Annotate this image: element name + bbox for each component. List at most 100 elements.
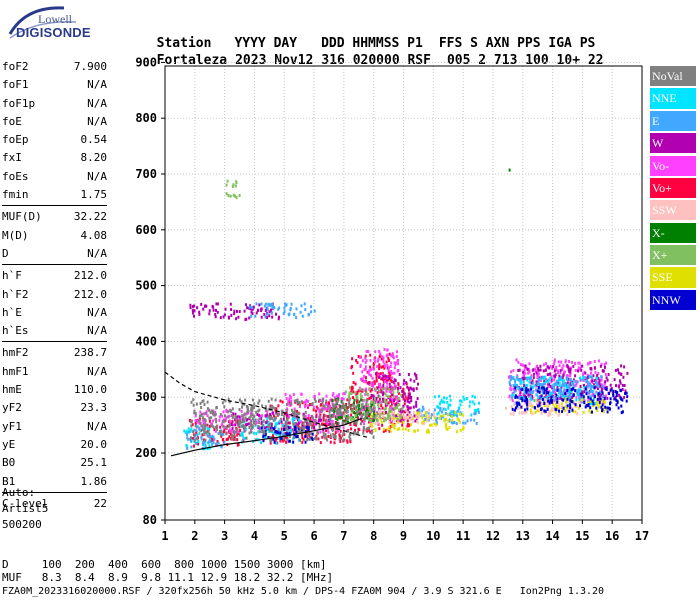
data-point [386,348,389,352]
data-point [241,405,244,409]
data-point [525,396,528,399]
data-point [327,434,330,438]
data-point [407,429,410,432]
data-point [307,405,309,409]
data-point [293,312,296,316]
data-point [279,439,282,443]
data-point [585,389,588,393]
data-point [361,388,364,392]
data-point [599,382,602,386]
data-point [383,363,386,367]
y-tick-label: 700 [135,167,157,181]
data-point [534,367,537,371]
data-point [518,396,521,400]
data-point [287,426,290,429]
data-point [302,437,305,441]
data-point [617,368,619,372]
data-point [418,414,420,418]
data-point [272,434,274,438]
data-point [591,381,594,385]
data-point [429,416,432,420]
auto-version: 500200 [2,518,42,531]
data-point [526,398,528,402]
x-tick-label: 9 [400,529,407,543]
data-point [348,435,351,439]
data-point [236,415,239,419]
data-point [401,389,404,393]
data-point [522,377,525,381]
data-point [582,410,585,414]
data-point [566,389,569,392]
data-point [511,396,513,400]
data-point [519,391,522,395]
data-point [248,305,251,309]
data-point [521,363,524,367]
data-point [600,378,603,382]
data-point [250,426,253,430]
data-point [219,425,222,429]
data-point [414,419,417,423]
data-point [617,384,620,388]
data-point [438,394,440,398]
data-point [402,404,405,408]
data-point [604,387,607,391]
data-point [341,406,344,410]
data-point [595,385,598,389]
data-point [390,390,393,394]
data-point [277,431,280,435]
data-point [270,308,272,312]
data-point [542,376,545,380]
param-name: h`Es [2,324,29,338]
data-point [340,411,342,415]
data-point [388,382,391,386]
data-point [555,393,558,397]
data-point [300,426,303,430]
data-point [519,380,522,384]
data-point [360,414,363,417]
data-point [243,402,246,406]
data-point [524,386,527,390]
data-point [378,389,381,393]
data-point [183,429,186,433]
data-point [328,410,331,414]
data-point [221,414,224,418]
param-value: 110.0 [73,383,107,397]
data-point [301,433,304,437]
data-point [190,436,192,440]
data-point [621,383,624,387]
data-point [525,388,528,392]
data-point [458,418,461,422]
data-point [540,394,543,398]
data-point [194,419,197,422]
data-point [208,309,211,313]
data-point [295,435,298,439]
data-point [335,421,337,424]
data-point [369,359,372,362]
data-point [584,371,587,375]
data-point [423,414,426,418]
data-point [393,395,396,399]
data-point [530,410,533,414]
data-point [620,411,623,415]
data-point [299,427,302,430]
data-point [610,387,613,390]
data-point [372,363,375,367]
data-point [187,437,189,441]
data-point [261,404,264,408]
data-point [280,430,283,434]
data-point [568,374,571,378]
data-point [383,366,386,370]
data-point [512,387,515,391]
data-point [381,387,384,391]
data-point [471,394,474,398]
param-value: N/A [87,114,107,128]
file-info-line: FZA0M_2023316020000.RSF / 320fx256h 50 k… [2,586,605,597]
data-point [369,353,372,357]
data-point [391,352,394,356]
data-point [275,411,278,415]
data-point [397,403,399,407]
data-point [398,427,401,431]
x-tick-label: 6 [310,529,317,543]
data-point [194,421,197,425]
data-point [248,426,251,429]
